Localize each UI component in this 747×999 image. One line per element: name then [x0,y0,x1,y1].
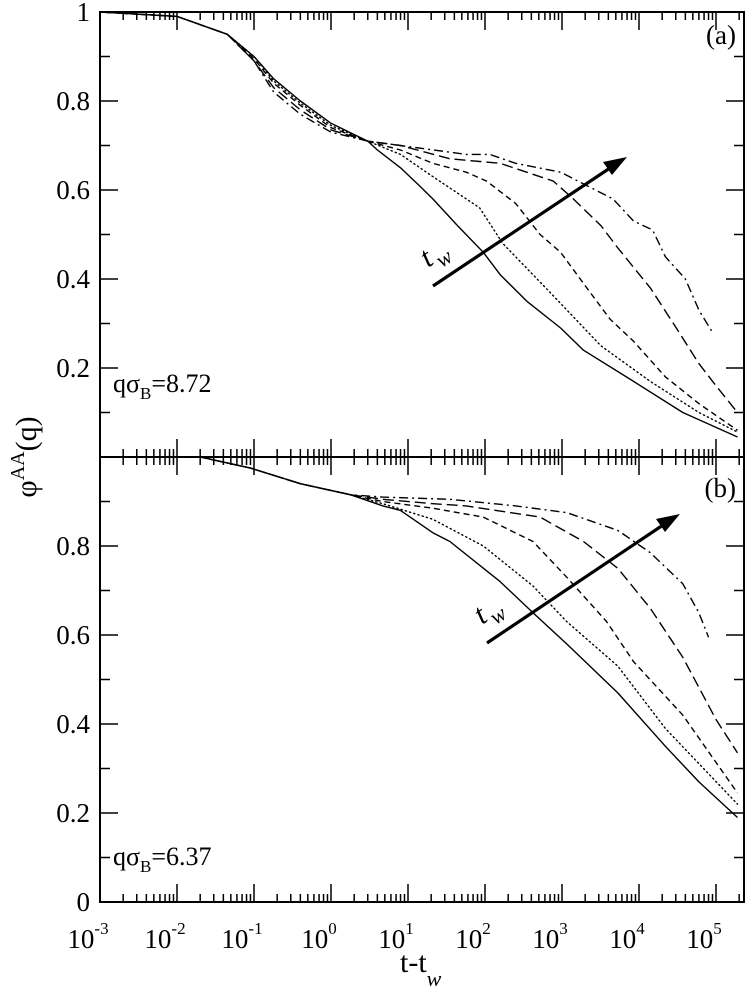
y-tick-label: 0.8 [56,86,90,116]
y-tick-label: 0.6 [56,175,90,205]
y-tick-label: 0.6 [56,620,90,650]
series-solid-panel-b [100,456,738,819]
y-tick-label: 0.2 [56,353,90,383]
panel-label-a: (a) [706,20,736,50]
series-solid-panel-a [99,11,738,438]
x-tick-label: 102 [455,919,491,954]
arrow-shaft [432,162,617,288]
tw-arrow-b [486,514,680,645]
series-dotted-panel-a [99,11,739,433]
arrowhead-icon [603,157,627,175]
y-axis-title: φAA(q) [7,416,43,497]
series-dashed-panel-a [99,11,738,431]
series-dashed-panel-b [100,456,739,794]
x-tick-label: 105 [686,919,722,954]
panel-label-b: (b) [705,473,736,503]
x-tick-label: 103 [532,919,568,954]
x-tick-label: 10-1 [221,919,262,954]
x-axis-title: t-tw [400,946,442,991]
y-tick-label: 0.2 [56,798,90,828]
arrow-label-a: tw [413,232,457,279]
series-dash-dot-panel-a [99,11,714,333]
arrow-label-b: tw [467,589,511,636]
x-tick-label: 10-2 [144,919,185,954]
q-annotation-b: qσB=6.37 [113,842,212,876]
tick-labels: 0.2 0.4 0.6 0.8 1 0 0.2 0.4 0.6 0.8 10-3 10-2 10-1 10… [56,0,722,954]
series-long-dashed-panel-a [99,11,739,413]
y-tick-label: 0 [77,887,91,917]
x-tick-label: 101 [378,919,414,954]
series-dash-dot-panel-b [100,456,710,638]
y-tick-label: 1 [77,0,91,27]
y-tick-label: 0.4 [56,264,90,294]
arrow-shaft [486,519,670,645]
tw-arrow-a [432,157,627,288]
x-tick-label: 100 [301,919,337,954]
series-long-dashed-panel-b [100,456,739,754]
arrowhead-icon [656,514,680,532]
series-dotted-panel-b [99,456,739,805]
curves [99,11,739,819]
q-annotation-a: qσB=8.72 [113,369,212,403]
y-tick-label: 0.8 [56,531,90,561]
x-tick-label: 10-3 [67,919,108,954]
y-tick-label: 0.4 [56,709,90,739]
x-tick-label: 104 [609,919,645,954]
